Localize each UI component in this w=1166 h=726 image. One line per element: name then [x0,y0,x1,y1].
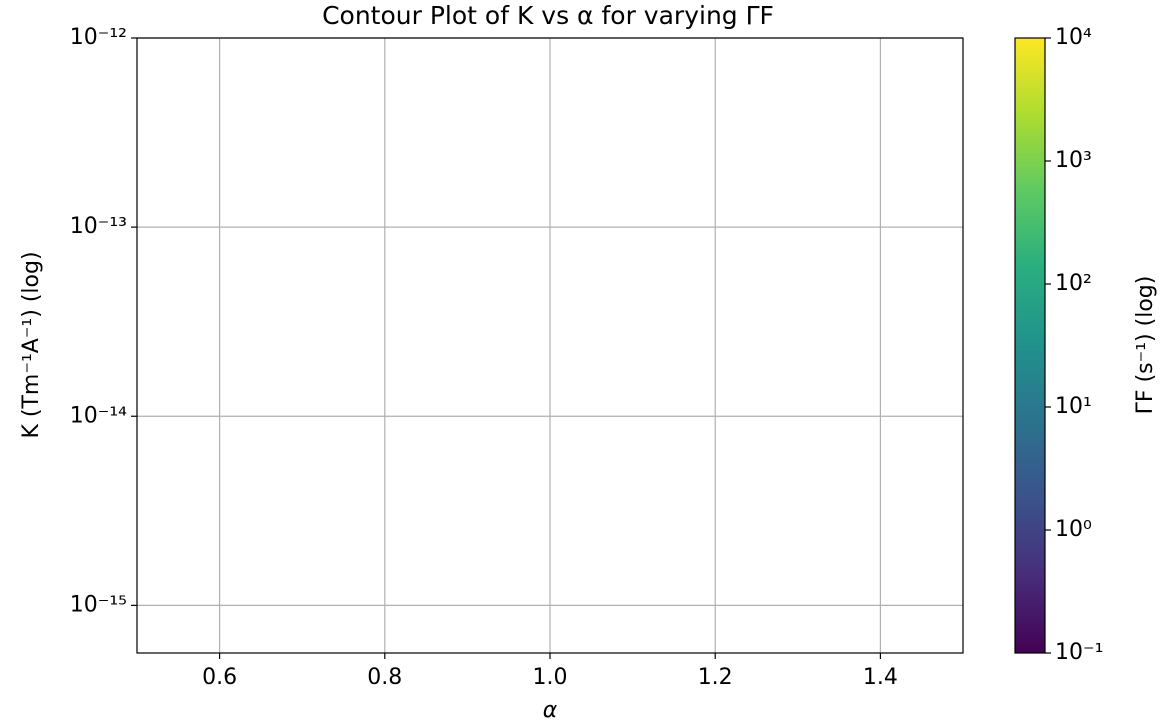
colorbar-tick-label: 10⁻¹ [1055,640,1103,665]
colorbar [1014,37,1046,654]
x-tick-label: 1.4 [863,665,898,690]
heatmap-cell [715,463,881,559]
heatmap-cell [880,629,963,653]
heatmap-cell [384,463,550,559]
x-tick-label: 1.0 [533,665,568,690]
colorbar-tick-label: 10² [1055,271,1092,296]
heatmap-cell [880,274,963,369]
heatmap-cell [384,274,550,369]
y-axis-label: K (Tm⁻¹A⁻¹) (log) [19,251,44,438]
x-tick-label: 0.8 [367,665,402,690]
heatmap-cell [219,463,385,559]
y-tick-label: 10⁻¹³ [70,214,127,239]
heatmap-cell [715,85,881,180]
heatmap-cell [550,274,716,369]
heatmap-cell [550,558,716,630]
chart-title: Contour Plot of K vs α for varying ΓF [322,1,774,30]
heatmap-cell [219,558,385,630]
heatmap-cell [137,274,220,369]
y-tick-label: 10⁻¹⁴ [70,403,127,428]
heatmap-cell [219,629,385,653]
colorbar-tick-label: 10¹ [1055,394,1092,419]
colorbar-tick-label: 10⁰ [1055,517,1092,542]
colorbar-tick-label: 10³ [1055,148,1092,173]
x-tick-label: 0.6 [202,665,237,690]
heatmap-cell [880,38,963,86]
heatmap-cell [550,463,716,559]
heatmap-cell [137,463,220,559]
heatmap-cell [880,558,963,630]
heatmap-cell [137,629,220,653]
x-tick-label: 1.2 [698,665,733,690]
heatmap-cell [550,38,716,86]
heatmap-cell [384,629,550,653]
heatmap-cell [550,629,716,653]
heatmap-cell [715,558,881,630]
heatmap-cell [715,38,881,86]
heatmap-cell [715,274,881,369]
heatmap-cell [384,38,550,86]
x-axis-label: α [543,698,558,723]
heatmap-cell [715,629,881,653]
colorbar-tick-label: 10⁴ [1055,25,1092,50]
heatmap-cell [219,274,385,369]
heatmap-cell [137,558,220,630]
heatmap-cell [384,558,550,630]
heatmap-cell [219,85,385,180]
heatmap-cell [550,85,716,180]
heatmap-cell [137,38,220,86]
heatmap-cell [137,85,220,180]
colorbar-label: ΓF (s⁻¹) (log) [1133,276,1158,415]
heatmap-cell [219,38,385,86]
y-tick-label: 10⁻¹⁵ [70,592,127,617]
y-tick-label: 10⁻¹² [70,25,127,50]
heatmap-cell [880,463,963,559]
heatmap-cell [880,85,963,180]
heatmap-cell [384,85,550,180]
